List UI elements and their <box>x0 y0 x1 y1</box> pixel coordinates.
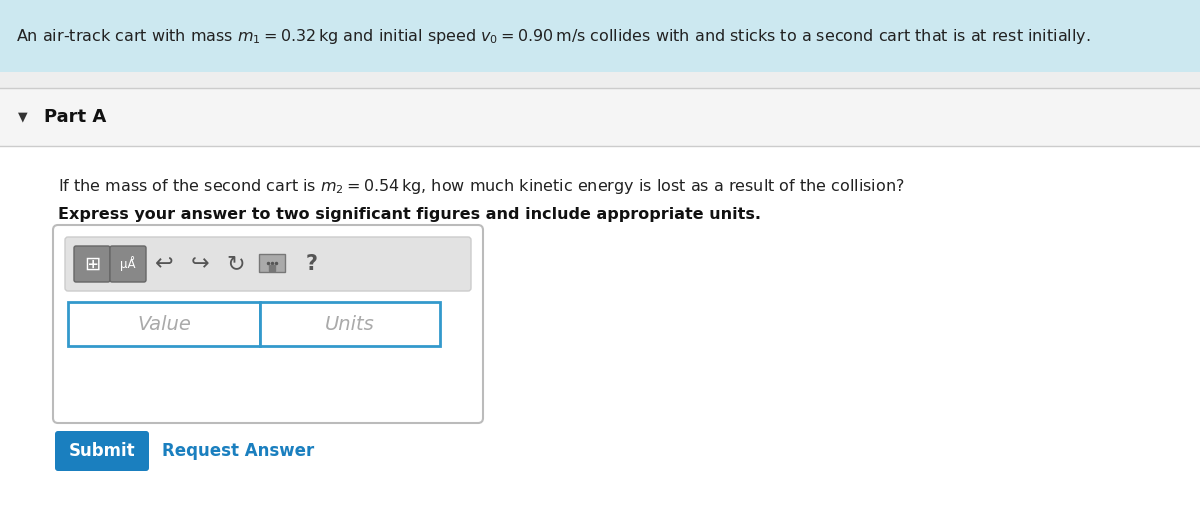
FancyBboxPatch shape <box>259 254 286 272</box>
Text: Request Answer: Request Answer <box>162 442 314 460</box>
FancyBboxPatch shape <box>0 146 1200 512</box>
Text: Submit: Submit <box>68 442 136 460</box>
FancyBboxPatch shape <box>65 237 470 291</box>
FancyBboxPatch shape <box>68 302 260 346</box>
Text: ↻: ↻ <box>227 254 245 274</box>
FancyBboxPatch shape <box>53 225 482 423</box>
Text: ⊞: ⊞ <box>84 254 100 273</box>
FancyBboxPatch shape <box>110 246 146 282</box>
FancyBboxPatch shape <box>55 431 149 471</box>
Text: An air-track cart with mass $m_1 = 0.32\,\mathrm{kg}$ and initial speed $v_0 = 0: An air-track cart with mass $m_1 = 0.32\… <box>16 27 1091 46</box>
Text: ↩: ↩ <box>155 254 173 274</box>
Text: Express your answer to two significant figures and include appropriate units.: Express your answer to two significant f… <box>58 206 761 222</box>
FancyBboxPatch shape <box>0 88 1200 146</box>
Text: Value: Value <box>137 314 191 333</box>
Text: Part A: Part A <box>44 108 107 126</box>
FancyBboxPatch shape <box>0 0 1200 72</box>
Text: Units: Units <box>325 314 374 333</box>
Text: If the mass of the second cart is $m_2 = 0.54\,\mathrm{kg}$, how much kinetic en: If the mass of the second cart is $m_2 =… <box>58 177 905 196</box>
Text: μÅ: μÅ <box>120 257 136 271</box>
FancyBboxPatch shape <box>74 246 110 282</box>
Text: ↪: ↪ <box>191 254 209 274</box>
FancyBboxPatch shape <box>260 302 440 346</box>
Text: ▼: ▼ <box>18 111 28 123</box>
Text: ?: ? <box>306 254 318 274</box>
